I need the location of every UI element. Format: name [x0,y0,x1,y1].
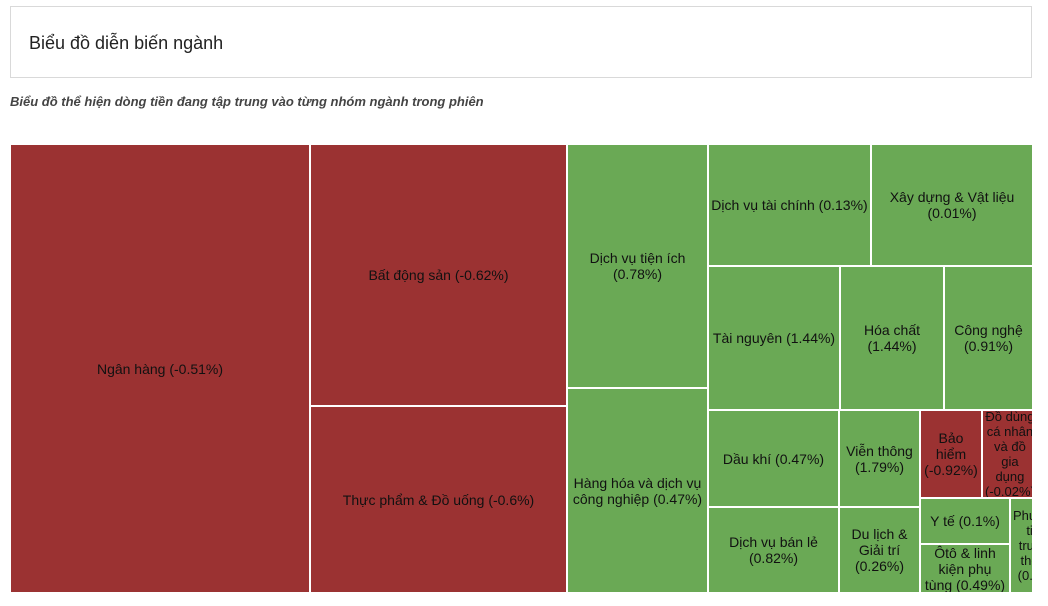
treemap-tile[interactable]: Bất động sản (-0.62%) [310,144,567,406]
tile-label: Viễn thông (1.79%) [846,442,913,475]
treemap-tile[interactable]: Công nghệ (0.91%) [944,266,1033,410]
treemap-tile[interactable]: Ngân hàng (-0.51%) [10,144,310,593]
treemap-tile[interactable]: Hóa chất (1.44%) [840,266,944,410]
treemap-tile[interactable]: Tài nguyên (1.44%) [708,266,840,410]
treemap-tile[interactable]: Dịch vụ bán lẻ (0.82%) [708,507,839,593]
sector-treemap: Ngân hàng (-0.51%) Bất động sản (-0.62%) T… [10,144,1033,593]
tile-label: Bất động sản (-0.62%) [368,267,509,283]
treemap-tile[interactable]: Viễn thông (1.79%) [839,410,920,507]
tile-label: Du lịch & Giải trí (0.26%) [851,526,908,574]
tile-label: Công nghệ (0.91%) [954,322,1023,354]
tile-label: Hóa chất (1.44%) [863,322,921,354]
page-subtitle: Biểu đồ thể hiện dòng tiền đang tập trun… [10,94,484,109]
tile-label: Xây dựng & Vật liệu (0.01%) [889,189,1015,221]
tile-label: Dịch vụ tiện ích (0.78%) [589,250,686,282]
tile-label: Y tế (0.1%) [930,513,1000,529]
treemap-tile[interactable]: Dầu khí (0.47%) [708,410,839,507]
treemap-tile[interactable]: Bảo hiểm (-0.92%) [920,410,982,498]
treemap-tile[interactable]: Y tế (0.1%) [920,498,1010,544]
treemap-tile[interactable]: Ôtô & linh kiện phụ tùng (0.49%) [920,544,1010,593]
treemap-tile[interactable]: Đồ dùng cá nhân và đồ gia dụng (-0.02%) [982,410,1033,498]
chart-header-card: Biểu đồ diễn biến ngành [10,6,1032,78]
tile-label: Dịch vụ bán lẻ (0.82%) [729,534,818,566]
tile-label: Ngân hàng (-0.51%) [96,360,224,377]
tile-label: Thực phẩm & Đồ uống (-0.6%) [342,491,535,508]
tile-label: Ôtô & linh kiện phụ tùng (0.49%) [924,544,1006,593]
treemap-tile[interactable]: Thực phẩm & Đồ uống (-0.6%) [310,406,567,593]
tile-label: Đồ dùng cá nhân và đồ gia dụng (-0.02%) [985,410,1033,498]
tile-label: Hàng hóa và dịch vụ công nghiệp (0.47%) [572,474,703,507]
tile-label: Dịch vụ tài chính (0.13%) [711,197,868,213]
treemap-tile[interactable]: Xây dựng & Vật liệu (0.01%) [871,144,1033,266]
tile-label: Phương tiện truyền thông (0.8%) [1013,508,1033,583]
treemap-tile[interactable]: Dịch vụ tiện ích (0.78%) [567,144,708,388]
page-title: Biểu đồ diễn biến ngành [29,33,224,53]
treemap-tile[interactable]: Dịch vụ tài chính (0.13%) [708,144,871,266]
tile-label: Bảo hiểm (-0.92%) [924,430,978,478]
tile-label: Dầu khí (0.47%) [722,450,825,467]
treemap-tile[interactable]: Du lịch & Giải trí (0.26%) [839,507,920,593]
treemap-tile[interactable]: Hàng hóa và dịch vụ công nghiệp (0.47%) [567,388,708,593]
treemap-tile[interactable]: Phương tiện truyền thông (0.8%) [1010,498,1033,593]
tile-label: Tài nguyên (1.44%) [712,330,836,346]
